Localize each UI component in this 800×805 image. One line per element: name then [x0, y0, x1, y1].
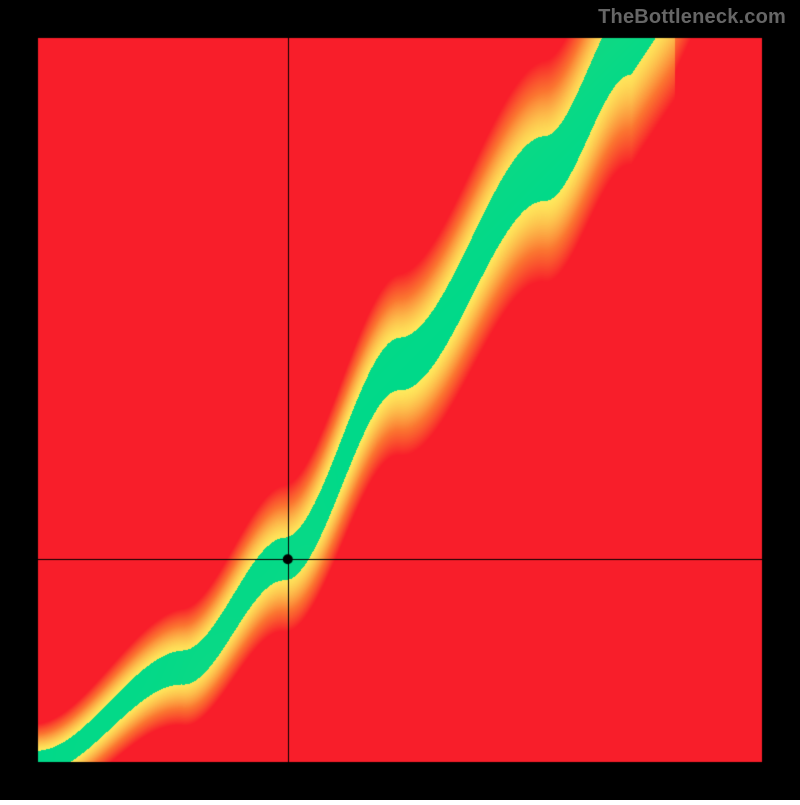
watermark-text: TheBottleneck.com: [598, 6, 786, 29]
page-root: TheBottleneck.com: [0, 0, 800, 800]
heatmap-container: [0, 0, 800, 800]
heatmap-canvas: [0, 0, 800, 800]
